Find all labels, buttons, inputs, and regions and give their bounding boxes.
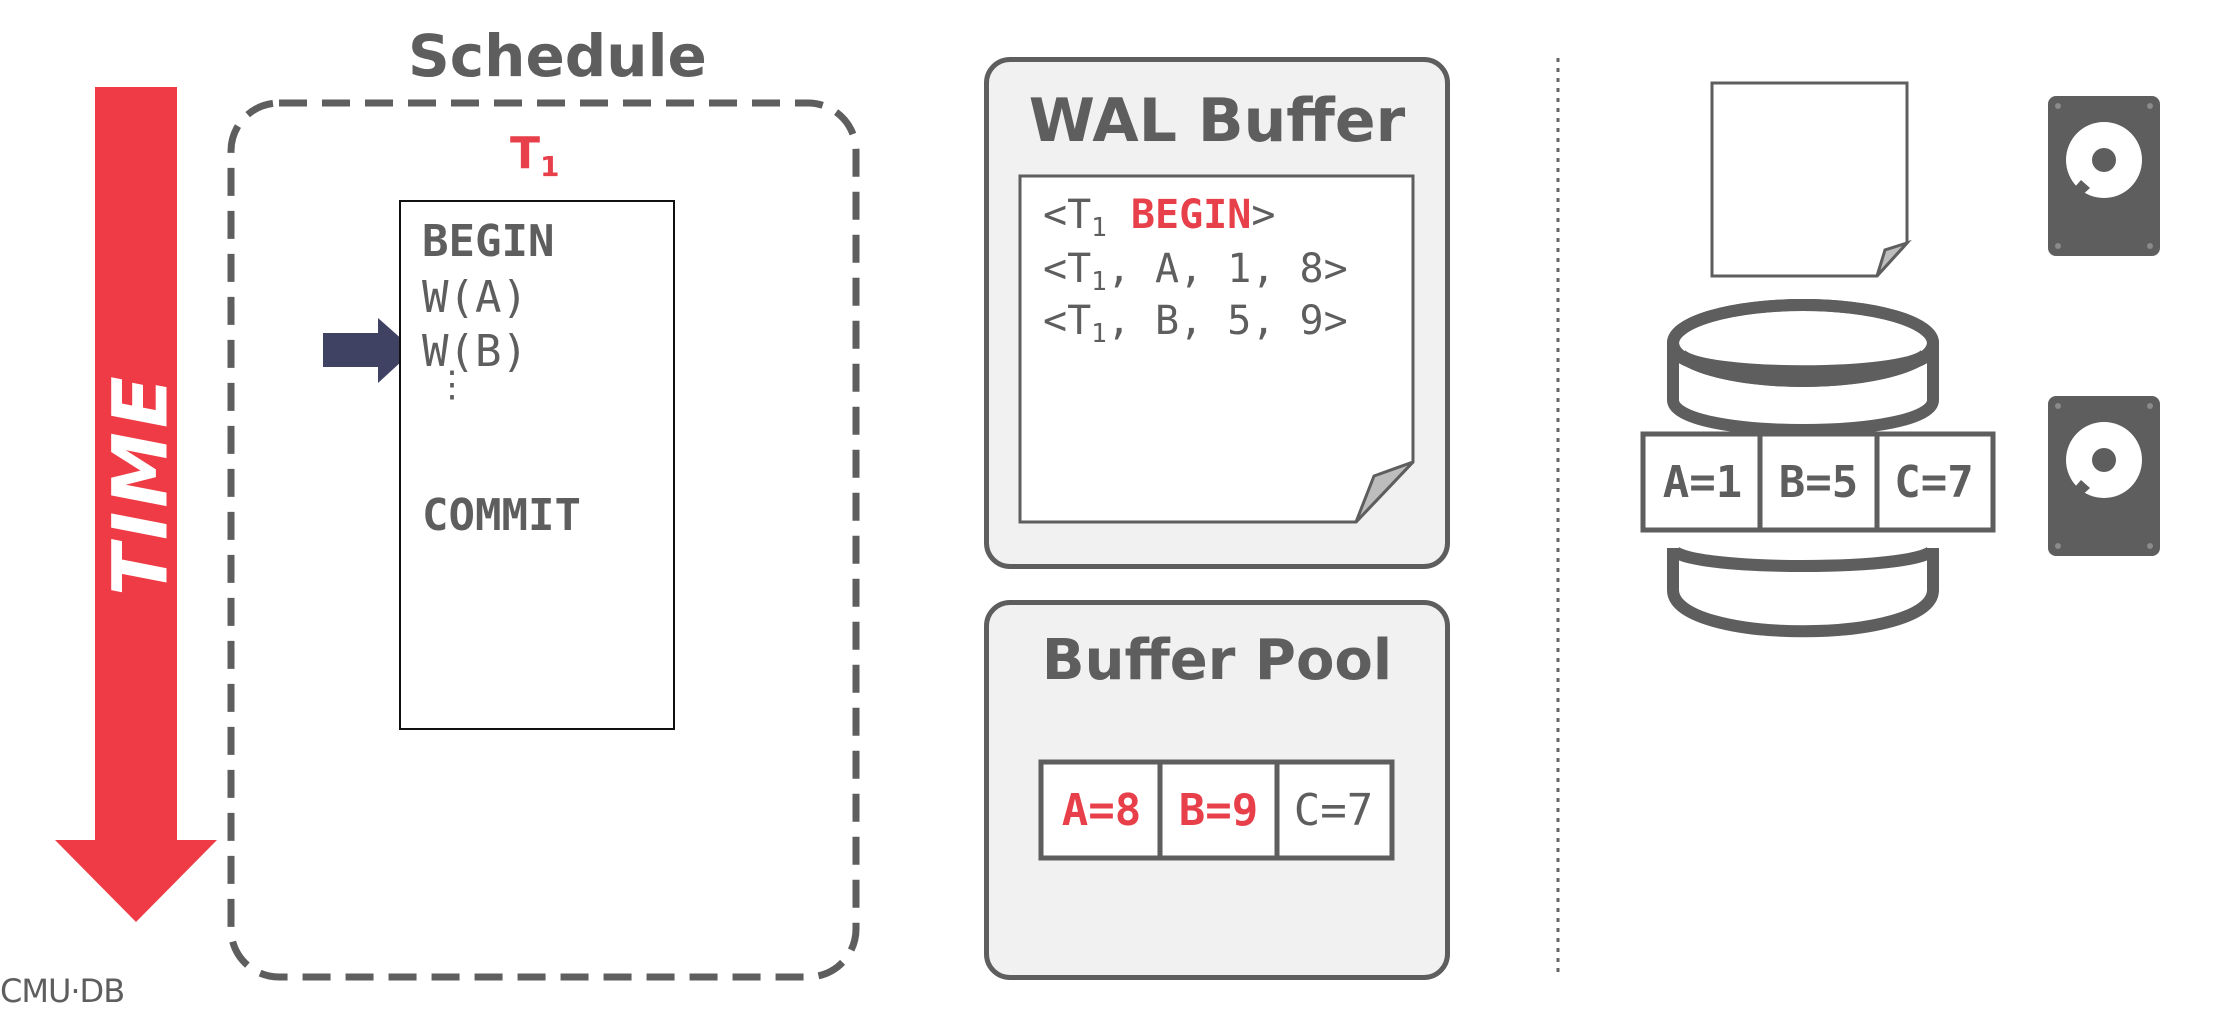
buffer-pool-title: Buffer Pool (1041, 628, 1393, 693)
buffer-pool-cell-b: B=9 (1178, 784, 1259, 836)
time-arrow (55, 87, 217, 922)
txn-box (399, 200, 675, 730)
op-ellipsis: ⋮ (434, 364, 470, 405)
log-keyword-begin: BEGIN (1130, 192, 1252, 238)
disk-cell-b: B=5 (1778, 456, 1859, 508)
buffer-pool-cell-a: A=8 (1061, 784, 1142, 836)
schedule-frame (227, 99, 860, 981)
wal-buffer-title: WAL Buffer (1028, 86, 1406, 156)
txn-subscript: 1 (540, 150, 560, 183)
cmu-db-logo: CMU·DB (0, 972, 125, 1010)
disk-page-icon (1710, 81, 1912, 278)
disk-cell-c: C=7 (1894, 456, 1974, 508)
wal-page (1018, 174, 1415, 524)
current-op-arrow (323, 318, 414, 383)
disk-cell-a: A=1 (1662, 456, 1743, 508)
op-write-b: W(B) (422, 326, 528, 377)
op-write-a: W(A) (422, 272, 528, 323)
buffer-pool-cell-c: C=7 (1293, 784, 1374, 836)
hard-drive-icon (2048, 396, 2160, 556)
txn-name: T (510, 128, 541, 179)
log-record-write-a: <T1, A, 1, 8> (1043, 246, 1348, 297)
op-begin: BEGIN (422, 216, 555, 267)
time-label: TIME (95, 372, 185, 596)
buffer-pool-cells (1038, 759, 1395, 861)
schedule-title: Schedule (408, 22, 707, 90)
disk-row (1640, 431, 1996, 533)
hard-drive-icon (2048, 96, 2160, 256)
log-record-write-b: <T1, B, 5, 9> (1043, 298, 1348, 349)
log-record-begin: <T1 BEGIN> (1043, 192, 1276, 243)
txn-label: T1 (510, 128, 560, 183)
op-commit: COMMIT (422, 490, 581, 541)
